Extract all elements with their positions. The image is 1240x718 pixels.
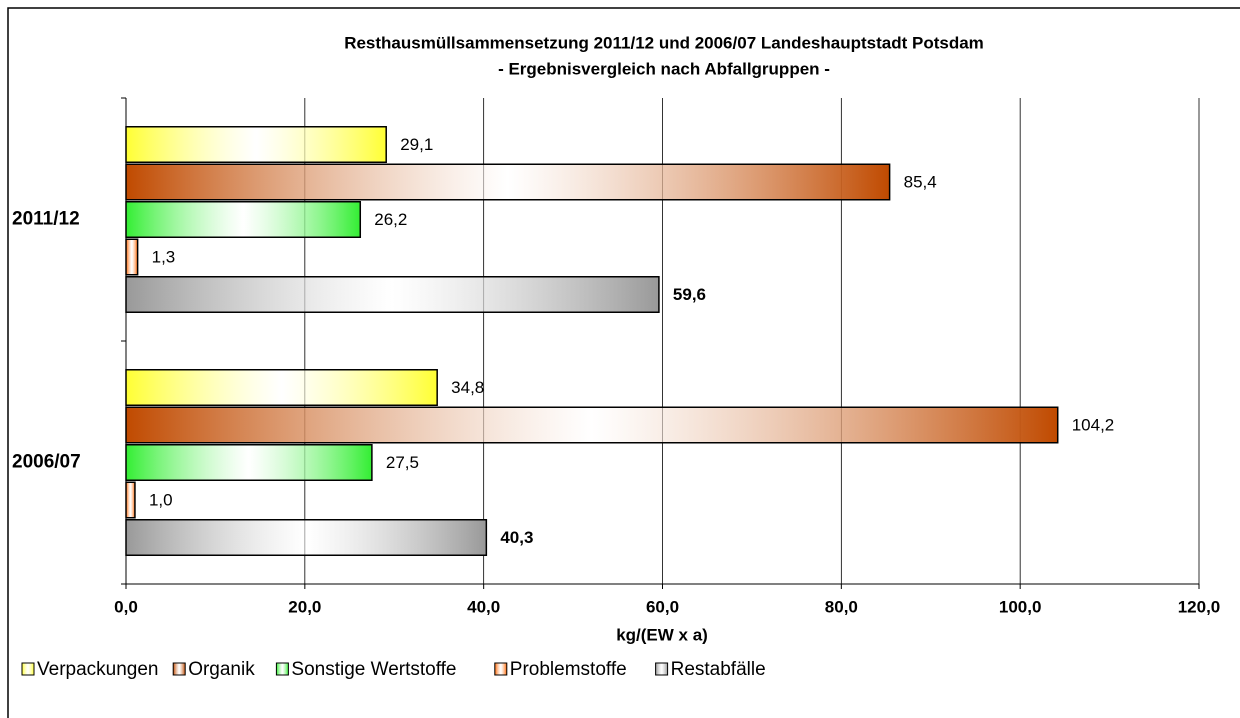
data-label: 59,6 (673, 285, 706, 304)
category-label: 2011/12 (12, 209, 80, 230)
legend-swatch (275, 662, 289, 676)
data-label: 34,8 (451, 378, 484, 397)
bar (125, 369, 438, 406)
x-tick-label: 60,0 (646, 597, 679, 616)
chart-frame (7, 7, 1240, 718)
x-tick-label: 0,0 (114, 597, 138, 616)
bar (125, 276, 660, 313)
bar (125, 481, 136, 519)
legend-item: Verpackungen (21, 659, 159, 680)
data-label: 27,5 (386, 453, 419, 472)
x-tick-label: 120,0 (1178, 597, 1221, 616)
bar (125, 201, 362, 238)
x-tick-label: 100,0 (999, 597, 1042, 616)
x-axis-label: kg/(EW x a) (616, 625, 708, 644)
legend-label: Organik (188, 659, 255, 680)
chart-title: Resthausmüllsammensetzung 2011/12 und 20… (344, 33, 984, 52)
chart-subtitle: - Ergebnisvergleich nach Abfallgruppen - (498, 59, 830, 78)
category-label: 2006/07 (12, 452, 81, 473)
legend-item: Restabfälle (655, 659, 766, 680)
data-label: 85,4 (904, 172, 937, 191)
bar (125, 126, 387, 163)
x-tick-label: 80,0 (825, 597, 858, 616)
legend-item: Problemstoffe (494, 659, 627, 680)
legend-swatch (494, 662, 508, 676)
legend-label: Restabfälle (671, 659, 766, 680)
data-label: 40,3 (500, 528, 533, 547)
data-label: 29,1 (400, 135, 433, 154)
bar (125, 406, 1059, 444)
data-label: 104,2 (1072, 415, 1115, 434)
data-label: 1,3 (152, 247, 176, 266)
legend-label: Sonstige Wertstoffe (291, 659, 456, 680)
data-label: 1,0 (149, 490, 173, 509)
x-tick-label: 20,0 (288, 597, 321, 616)
bar (125, 444, 373, 481)
legend-swatch (655, 662, 669, 676)
legend-label: Verpackungen (37, 659, 159, 680)
legend-swatch (172, 662, 186, 676)
bar (125, 238, 139, 276)
legend-swatch (21, 662, 35, 676)
x-tick-label: 40,0 (467, 597, 500, 616)
legend-item: Organik (172, 659, 255, 680)
legend-label: Problemstoffe (510, 659, 627, 680)
bar (125, 519, 488, 556)
bar (125, 163, 891, 201)
data-label: 26,2 (374, 210, 407, 229)
legend-item: Sonstige Wertstoffe (275, 659, 457, 680)
